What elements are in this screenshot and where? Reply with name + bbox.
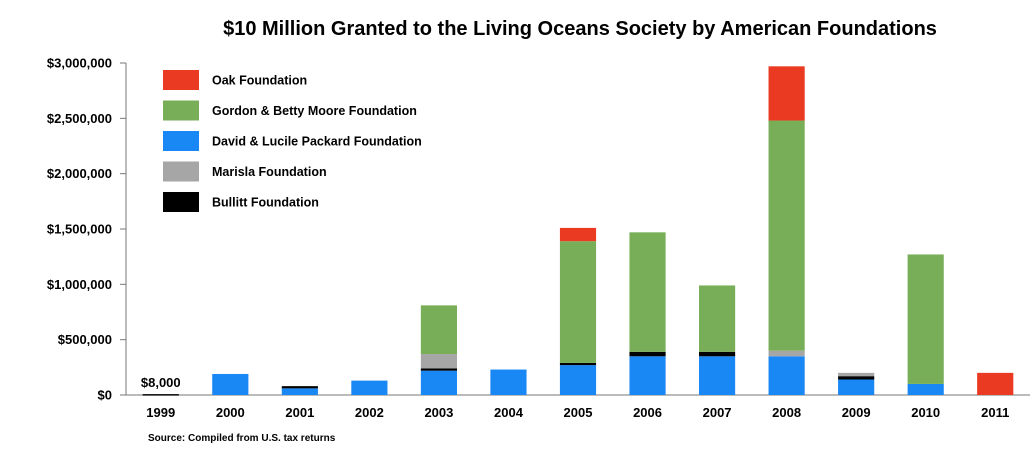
bar-segment: [490, 369, 527, 395]
annotations: $8,000: [141, 375, 181, 390]
legend-label: Oak Foundation: [212, 74, 307, 88]
bar-segment: [698, 356, 736, 395]
bar-segment: [420, 370, 458, 395]
bar-segment: [212, 373, 249, 395]
bar-segment: [629, 351, 666, 357]
x-tick-label: 2002: [355, 405, 384, 420]
x-tick-label: 2010: [911, 405, 940, 420]
y-tick-label: $3,000,000: [47, 56, 112, 71]
x-tick-labels: 1999 2000 2001 2002 2003 2004 2005 2006 2007 2008…: [146, 405, 1009, 420]
bars: [142, 66, 1014, 396]
y-tick-label: $2,500,000: [47, 111, 112, 126]
bar-segment: [907, 383, 944, 395]
legend-label: Marisla Foundation: [212, 165, 327, 179]
bar-segment: [559, 227, 597, 242]
bar-segment: [559, 362, 597, 366]
bar-segment: [351, 380, 388, 395]
x-tick-label: 2007: [703, 405, 732, 420]
bar-segment: [629, 356, 666, 395]
bar-segment: [420, 305, 458, 355]
x-tick-label: 2001: [285, 405, 314, 420]
bar-segment: [768, 66, 805, 121]
bar-segment: [768, 350, 805, 357]
bar-segment: [559, 241, 597, 363]
legend-label: Gordon & Betty Moore Foundation: [212, 104, 417, 118]
x-tick-label: 2011: [981, 405, 1009, 420]
x-tick-label: 2004: [494, 405, 524, 420]
x-tick-label: 2006: [633, 405, 662, 420]
bar-segment: [629, 232, 666, 352]
bar-segment: [768, 356, 805, 395]
bar-segment: [559, 365, 597, 395]
x-tick-label: 2000: [216, 405, 245, 420]
x-tick-label: 2008: [772, 405, 801, 420]
legend: Oak Foundation Gordon & Betty Moore Found…: [163, 70, 422, 212]
x-tick-label: 2005: [564, 405, 593, 420]
legend-label: David & Lucile Packard Foundation: [212, 135, 422, 149]
legend-swatch: [163, 161, 199, 182]
x-tick-label: 2003: [424, 405, 453, 420]
x-tick-label: 2009: [842, 405, 871, 420]
legend-label: Bullitt Foundation: [212, 196, 319, 210]
bar-segment: [281, 386, 318, 389]
x-tick-label: 1999: [146, 405, 175, 420]
bar-segment: [768, 120, 805, 351]
y-tick-label: $1,000,000: [47, 277, 112, 292]
data-annotation: $8,000: [141, 375, 181, 390]
bar-segment: [907, 254, 944, 384]
y-tick-label: $2,000,000: [47, 166, 112, 181]
bar-segment: [698, 285, 736, 352]
source-note: Source: Compiled from U.S. tax returns: [148, 433, 336, 444]
legend-swatch: [163, 70, 199, 90]
bar-segment: [698, 351, 736, 357]
y-tick-label: $0: [98, 388, 112, 403]
legend-swatch: [163, 131, 199, 151]
y-tick-label: $1,500,000: [47, 222, 112, 237]
axes: $0 $500,000 $1,000,000 $1,500,000 $2,000,000…: [47, 56, 1030, 403]
legend-swatch: [163, 100, 199, 121]
bar-segment: [142, 394, 179, 396]
bar-segment: [838, 376, 875, 380]
bar-segment: [420, 354, 458, 369]
chart-title: $10 Million Granted to the Living Oceans…: [223, 18, 937, 40]
legend-swatch: [163, 192, 199, 212]
bar-segment: [977, 372, 1014, 395]
bar-segment: [281, 388, 318, 395]
bar-segment: [838, 379, 875, 395]
bar-segment: [838, 372, 875, 377]
bar-segment: [420, 368, 458, 371]
y-tick-label: $500,000: [58, 332, 112, 347]
